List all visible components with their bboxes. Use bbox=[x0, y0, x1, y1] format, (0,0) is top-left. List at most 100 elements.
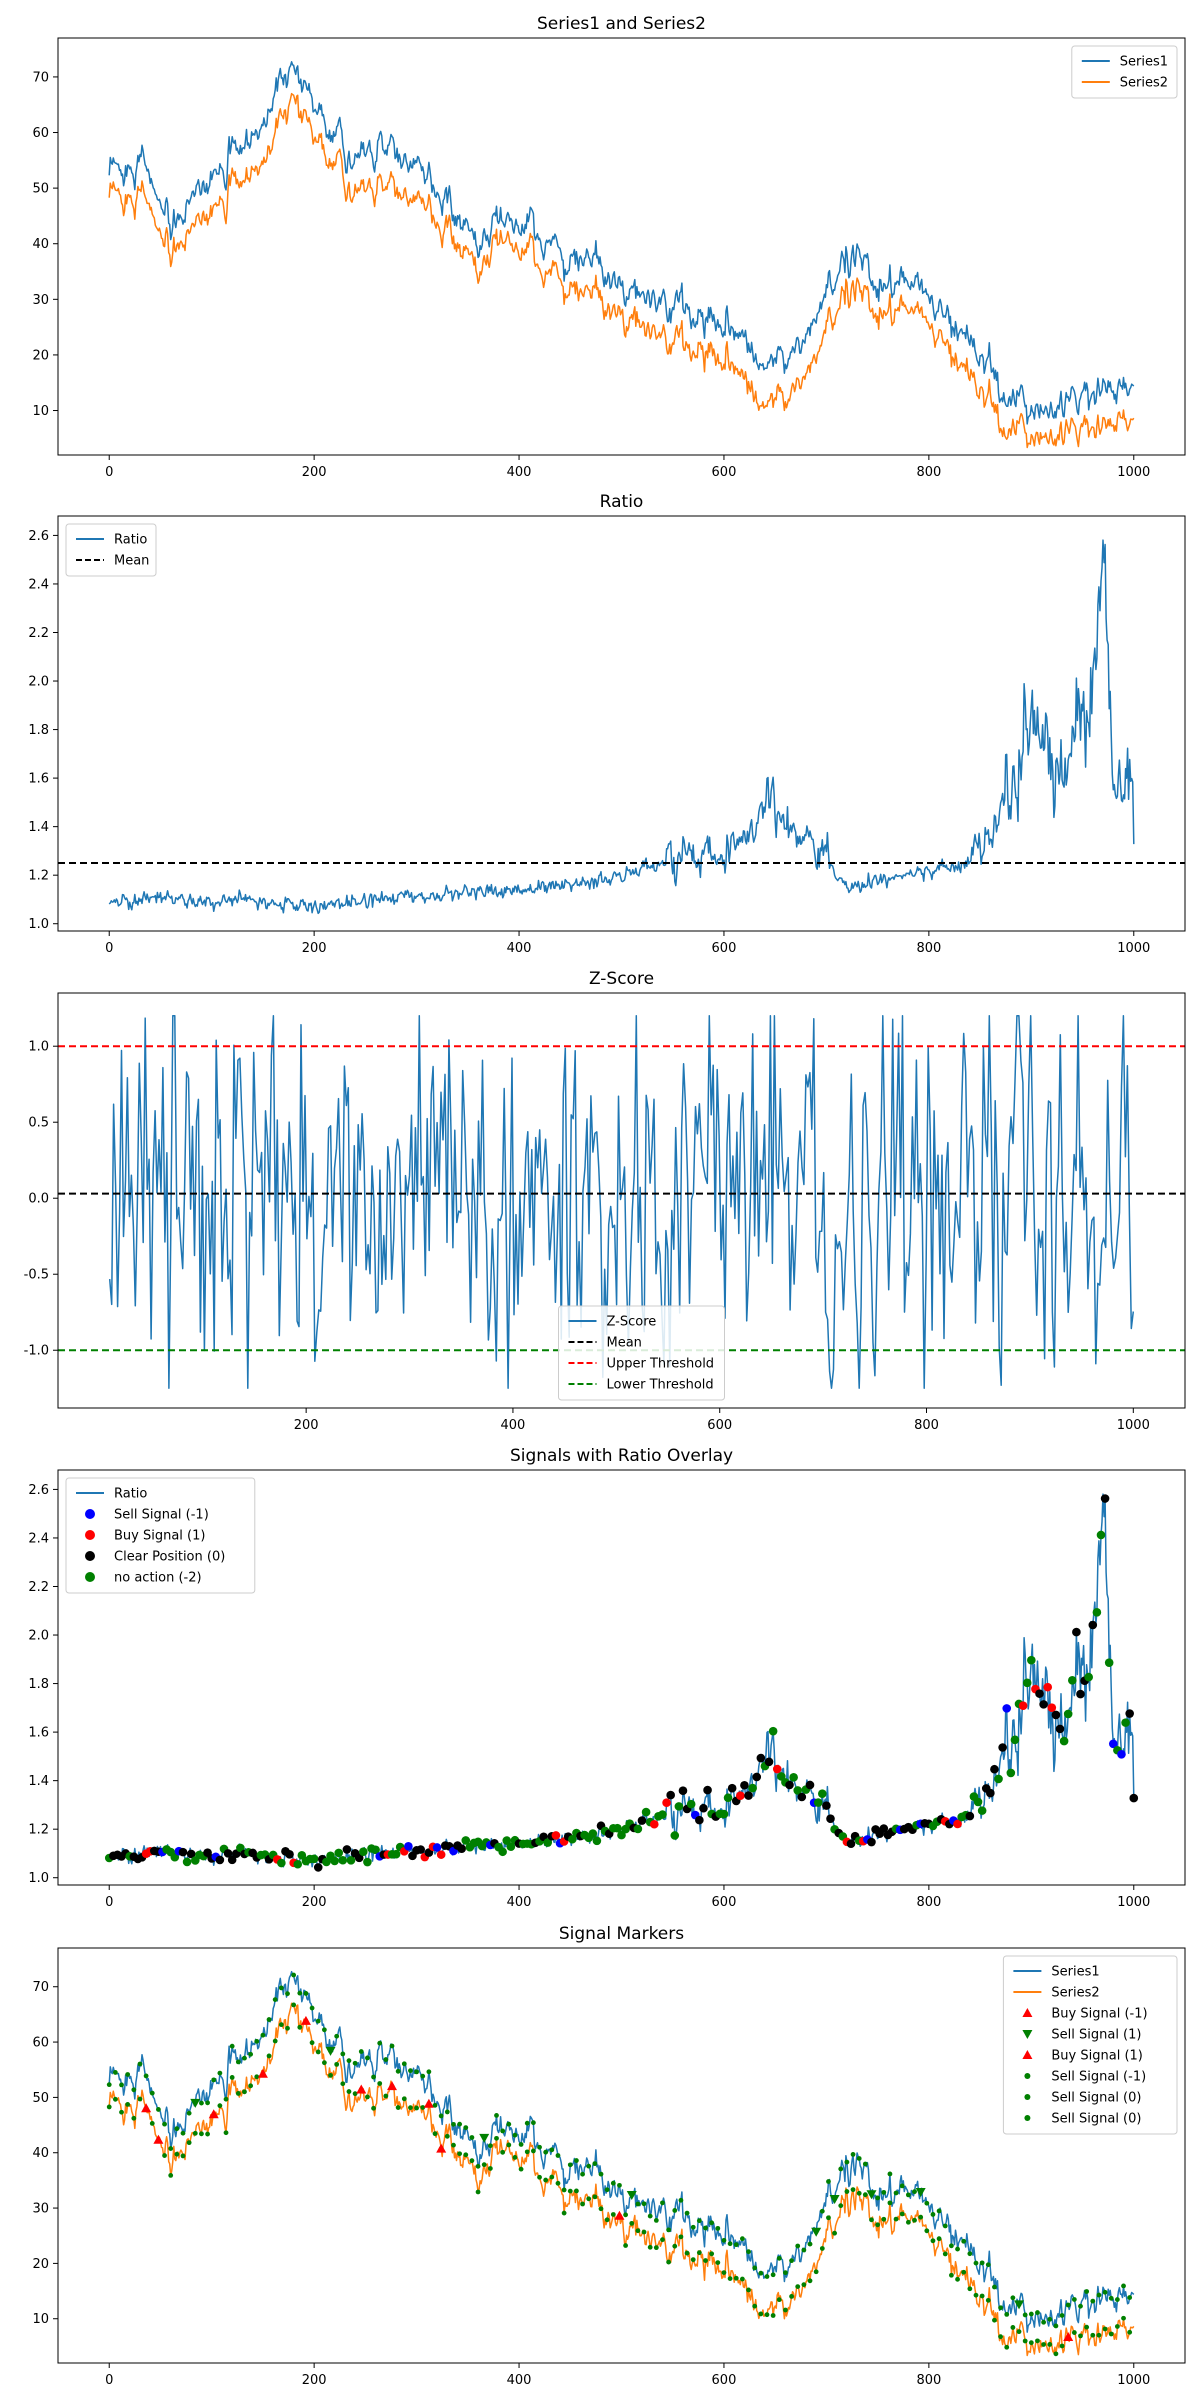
signal-dot bbox=[469, 2135, 475, 2140]
signal-dot bbox=[893, 2216, 899, 2222]
clear-position-marker bbox=[457, 1844, 466, 1854]
y-tick-label: 1.0 bbox=[28, 1040, 49, 1055]
signal-dot bbox=[309, 2005, 315, 2011]
signal-dot bbox=[205, 2131, 210, 2137]
signal-dot bbox=[770, 2313, 776, 2318]
signal-dot bbox=[156, 2107, 161, 2112]
no-action-marker bbox=[506, 1842, 516, 1852]
signal-dot bbox=[186, 2110, 192, 2116]
y-tick-label: 60 bbox=[32, 126, 49, 141]
signal-dot bbox=[856, 2156, 862, 2161]
x-tick-label: 800 bbox=[916, 941, 941, 956]
signal-dot bbox=[826, 2179, 831, 2184]
signal-dot bbox=[543, 2177, 549, 2183]
buy-signal-marker bbox=[551, 1831, 561, 1840]
signal-dot bbox=[371, 2105, 376, 2111]
signal-dot bbox=[709, 2251, 715, 2257]
no-action-marker bbox=[813, 1798, 823, 1807]
signal-dot bbox=[426, 2069, 432, 2075]
signal-dot bbox=[555, 2180, 561, 2186]
chart-zscore: Z-Score 200 400 600 800 1000 -1.0 -0.5 0.0 0.5 1.0… bbox=[24, 969, 1186, 1433]
signal-dot bbox=[309, 2040, 315, 2046]
signal-dot bbox=[973, 2292, 979, 2298]
signal-dot bbox=[635, 2228, 641, 2234]
signal-dot bbox=[985, 2262, 991, 2268]
signal-dot bbox=[205, 2100, 210, 2106]
legend-item: Sell Signal (-1) bbox=[85, 1508, 209, 1523]
signal-dot bbox=[887, 2200, 893, 2206]
signal-dot bbox=[125, 2101, 131, 2107]
no-action-marker bbox=[277, 1858, 286, 1868]
signal-dot bbox=[567, 2162, 573, 2168]
signal-dot bbox=[1010, 2325, 1016, 2330]
clear-position-marker bbox=[986, 1788, 995, 1798]
signal-dot bbox=[1022, 2338, 1028, 2344]
signal-dot bbox=[580, 2171, 585, 2177]
clear-position-marker bbox=[1100, 1494, 1110, 1503]
signal-dot bbox=[278, 2022, 284, 2028]
signal-dot bbox=[1053, 2351, 1059, 2357]
signal-dot bbox=[315, 2018, 321, 2024]
signal-dot bbox=[235, 2091, 241, 2096]
signal-dot bbox=[862, 2192, 868, 2198]
no-action-marker bbox=[309, 1854, 319, 1864]
chart-ratio: Ratio 0 200 400 600 800 1000 1.0 1.2 1.4 1.6 1.8 2.0… bbox=[28, 492, 1186, 956]
signal-dot bbox=[457, 2121, 463, 2127]
legend-label: Sell Signal (-1) bbox=[1051, 2070, 1146, 2085]
signal-dot bbox=[592, 2161, 598, 2167]
signal-dot bbox=[1084, 2324, 1090, 2330]
chart-signals-ratio-overlay: Signals with Ratio Overlay 0 200 400 600 800 1… bbox=[28, 1446, 1186, 1910]
x-tick-label: 400 bbox=[507, 1895, 532, 1910]
signal-dot bbox=[414, 2105, 419, 2111]
x-tick-label: 200 bbox=[294, 1418, 319, 1433]
y-tick-label: 30 bbox=[32, 293, 49, 308]
y-tick-label: 1.4 bbox=[28, 820, 49, 835]
no-action-marker bbox=[592, 1836, 602, 1846]
signal-dot bbox=[598, 2206, 604, 2212]
no-action-marker bbox=[182, 1857, 192, 1867]
signal-dot bbox=[530, 2148, 536, 2154]
signal-dot bbox=[217, 2103, 223, 2109]
legend: Z-Score Mean Upper Threshold Lower Threshol… bbox=[558, 1305, 725, 1401]
buy-signal-marker bbox=[387, 2081, 398, 2091]
legend-swatch bbox=[1022, 2050, 1033, 2059]
signal-dot bbox=[610, 2212, 616, 2217]
signal-dot bbox=[266, 2053, 272, 2059]
no-action-marker bbox=[1096, 1530, 1106, 1540]
signal-dot bbox=[998, 2305, 1003, 2311]
no-action-marker bbox=[543, 1838, 553, 1847]
signal-dot bbox=[1053, 2323, 1059, 2329]
signal-dot bbox=[242, 2055, 247, 2061]
signal-dot bbox=[395, 2105, 401, 2110]
signal-dot bbox=[383, 2093, 389, 2099]
signal-dot bbox=[1114, 2297, 1120, 2302]
signal-dot bbox=[223, 2130, 229, 2136]
signal-dot bbox=[254, 2074, 260, 2080]
signal-dot bbox=[653, 2217, 659, 2223]
signal-dot bbox=[112, 2096, 118, 2102]
clear-position-marker bbox=[1039, 1700, 1048, 1709]
signal-dot bbox=[248, 2083, 254, 2089]
signal-dot bbox=[512, 2132, 518, 2138]
signal-dot bbox=[524, 2120, 530, 2126]
signal-dot bbox=[119, 2082, 124, 2088]
signal-dot bbox=[617, 2182, 622, 2188]
series1-line bbox=[108, 1970, 1135, 2333]
no-action-marker bbox=[768, 1726, 778, 1736]
clear-position-marker bbox=[797, 1792, 807, 1802]
no-action-marker bbox=[293, 1859, 303, 1869]
signal-dot bbox=[346, 2089, 352, 2094]
clear-position-marker bbox=[846, 1839, 856, 1848]
signal-dot bbox=[235, 2059, 241, 2065]
legend-item: Buy Signal (1) bbox=[85, 1529, 205, 1544]
signal-dot bbox=[678, 2234, 684, 2240]
signal-dot bbox=[641, 2229, 647, 2235]
y-tick-label: 1.8 bbox=[28, 723, 49, 738]
signal-dot bbox=[684, 2250, 690, 2256]
clear-position-marker bbox=[695, 1815, 704, 1825]
signal-dot bbox=[1059, 2313, 1065, 2318]
legend-item: Mean bbox=[568, 1336, 642, 1351]
signal-dot bbox=[451, 2121, 456, 2127]
signal-dot bbox=[985, 2297, 991, 2303]
x-tick-label: 600 bbox=[712, 1895, 737, 1910]
